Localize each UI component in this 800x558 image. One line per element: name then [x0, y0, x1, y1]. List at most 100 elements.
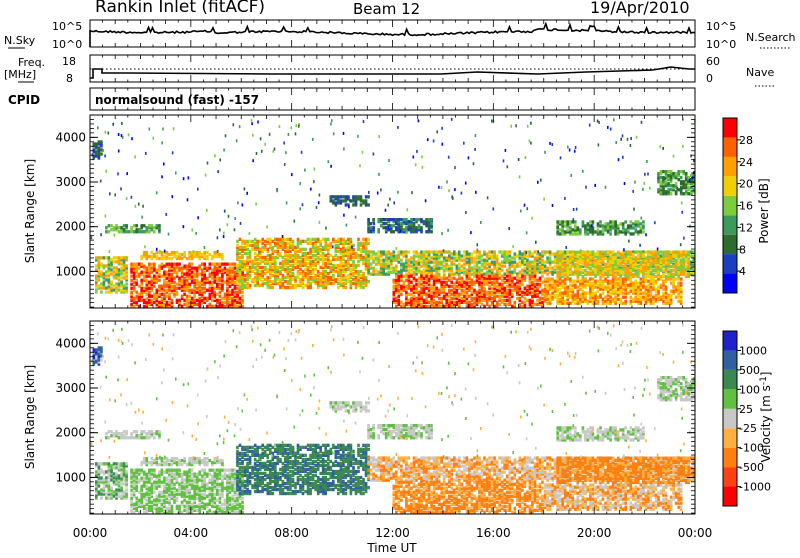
power-cell	[345, 286, 348, 289]
power-cell	[481, 263, 484, 266]
power-cell	[597, 257, 600, 260]
power-cell	[236, 244, 239, 247]
power-cell	[582, 290, 585, 293]
power-cell	[203, 271, 206, 274]
power-cell	[198, 273, 201, 276]
power-cell	[108, 274, 111, 277]
power-cell	[385, 218, 388, 221]
power-cell	[229, 301, 232, 304]
power-cell	[506, 285, 509, 288]
power-cell	[313, 180, 315, 183]
power-cell	[140, 271, 143, 274]
power-cell	[105, 270, 108, 273]
power-cell	[279, 266, 282, 269]
power-cell	[319, 258, 322, 261]
power-cell	[423, 281, 426, 284]
power-cell	[466, 250, 469, 253]
power-cell	[476, 269, 479, 272]
power-cell	[577, 275, 580, 278]
power-cell	[251, 260, 254, 263]
power-cell	[269, 262, 272, 265]
power-cell	[677, 267, 680, 270]
power-cell	[259, 270, 262, 273]
power-cell	[309, 276, 312, 279]
power-cell	[191, 263, 194, 266]
power-cell	[216, 293, 219, 296]
power-cell	[569, 302, 572, 305]
power-cell	[193, 279, 196, 282]
power-cell	[241, 276, 244, 279]
power-cell	[350, 268, 353, 271]
power-cell	[524, 275, 527, 278]
power-cell	[123, 284, 126, 287]
power-cell	[337, 282, 340, 285]
cpid-text: normalsound (fast) -157	[95, 93, 259, 107]
power-cell	[178, 263, 181, 266]
power-cell	[483, 273, 486, 276]
power-cell	[604, 251, 607, 254]
power-cell	[130, 283, 133, 286]
power-cell	[665, 180, 668, 183]
power-cell	[239, 280, 242, 283]
power-cell	[188, 251, 191, 254]
power-cell	[526, 289, 529, 292]
power-cell	[209, 281, 212, 284]
power-cell	[327, 272, 330, 275]
power-cell	[388, 256, 391, 259]
power-cell	[143, 299, 146, 302]
power-cell	[448, 295, 451, 298]
power-cell	[632, 226, 635, 229]
power-cell	[561, 292, 564, 295]
power-cell	[330, 122, 332, 125]
power-cell	[304, 252, 307, 255]
power-cell	[440, 297, 443, 300]
power-cell	[534, 283, 537, 286]
power-cell	[430, 230, 433, 233]
power-cell	[498, 263, 501, 266]
power-cell	[100, 152, 103, 155]
power-cell	[319, 276, 322, 279]
power-cell	[617, 259, 620, 262]
power-cell	[304, 262, 307, 265]
power-cell	[476, 291, 479, 294]
power-cell	[297, 260, 300, 263]
power-cell	[173, 267, 176, 270]
power-cell	[587, 280, 590, 283]
power-cell	[551, 277, 554, 280]
power-cell	[453, 277, 456, 280]
power-cell	[675, 172, 678, 175]
power-cell	[191, 267, 194, 270]
power-cell	[309, 256, 312, 259]
power-cell	[443, 285, 446, 288]
power-cell	[657, 251, 660, 254]
power-cell	[574, 220, 577, 223]
power-cell	[667, 273, 670, 276]
power-cell	[642, 230, 645, 233]
power-cell	[264, 244, 267, 247]
power-cell	[640, 263, 643, 266]
power-cell	[118, 278, 121, 281]
power-cell	[231, 297, 234, 300]
power-cell	[687, 261, 690, 264]
power-cell	[362, 238, 365, 241]
power-cell	[453, 273, 456, 276]
power-cell	[491, 297, 494, 300]
power-cell	[191, 271, 194, 274]
power-cell	[382, 250, 385, 253]
power-cell	[277, 250, 280, 253]
power-cell	[267, 248, 270, 251]
power-cell	[597, 280, 600, 283]
power-cell	[347, 246, 350, 249]
power-cell	[236, 240, 239, 243]
power-cell	[473, 275, 476, 278]
power-cell	[410, 297, 413, 300]
power-cell	[579, 228, 582, 231]
power-cell	[261, 266, 264, 269]
power-cell	[110, 224, 113, 227]
power-cell	[413, 222, 416, 225]
power-cell	[312, 242, 315, 245]
power-cell	[302, 258, 305, 261]
power-cell	[599, 220, 602, 223]
power-cell	[546, 298, 549, 301]
